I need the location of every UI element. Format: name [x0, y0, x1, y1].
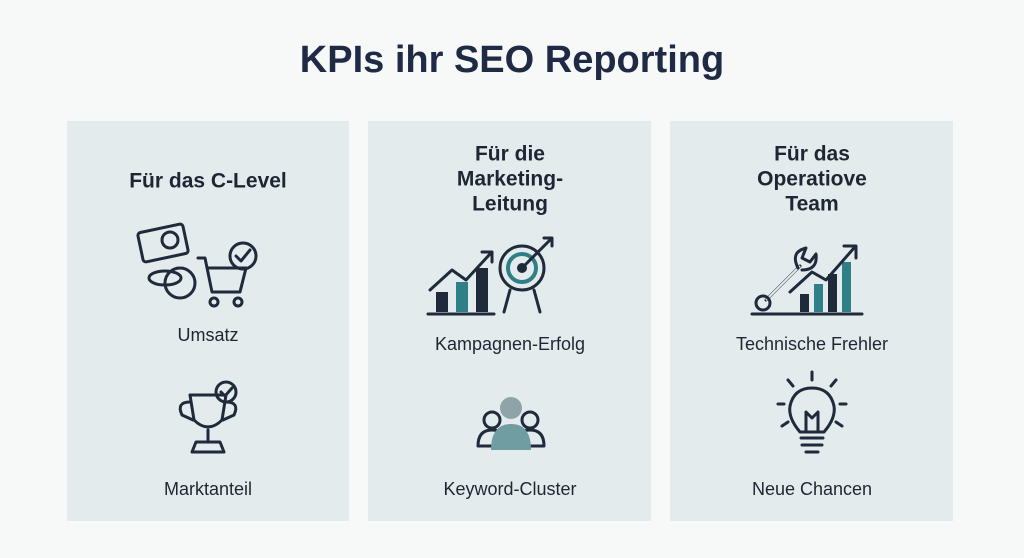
kpi-label: Umsatz — [177, 325, 238, 345]
panel — [670, 121, 953, 521]
column-heading: Operatiove — [757, 168, 867, 191]
panel — [368, 121, 651, 521]
column-heading: Team — [785, 193, 838, 216]
technical-errors-icon — [750, 244, 864, 316]
kpi-label: Neue Chancen — [752, 479, 872, 499]
column-heading: Für das — [774, 143, 850, 166]
opportunities-icon — [776, 370, 848, 454]
kpi-label: Keyword-Cluster — [443, 479, 576, 499]
kpi-label: Technische Frehler — [736, 334, 888, 354]
panel — [67, 121, 349, 521]
market-share-icon — [178, 380, 238, 454]
revenue-icon — [136, 222, 258, 308]
column-heading: Marketing- — [457, 168, 563, 191]
kpi-label: Kampagnen-Erfolg — [435, 334, 585, 354]
campaign-icon — [426, 236, 554, 316]
column-heading: Leitung — [472, 193, 548, 216]
column-heading: Für das C-Level — [129, 170, 287, 193]
kpi-label: Marktanteil — [164, 479, 252, 499]
column-heading: Für die — [475, 143, 545, 166]
keyword-cluster-icon — [476, 397, 546, 450]
title: KPIs ihr SEO Reporting — [300, 39, 724, 81]
